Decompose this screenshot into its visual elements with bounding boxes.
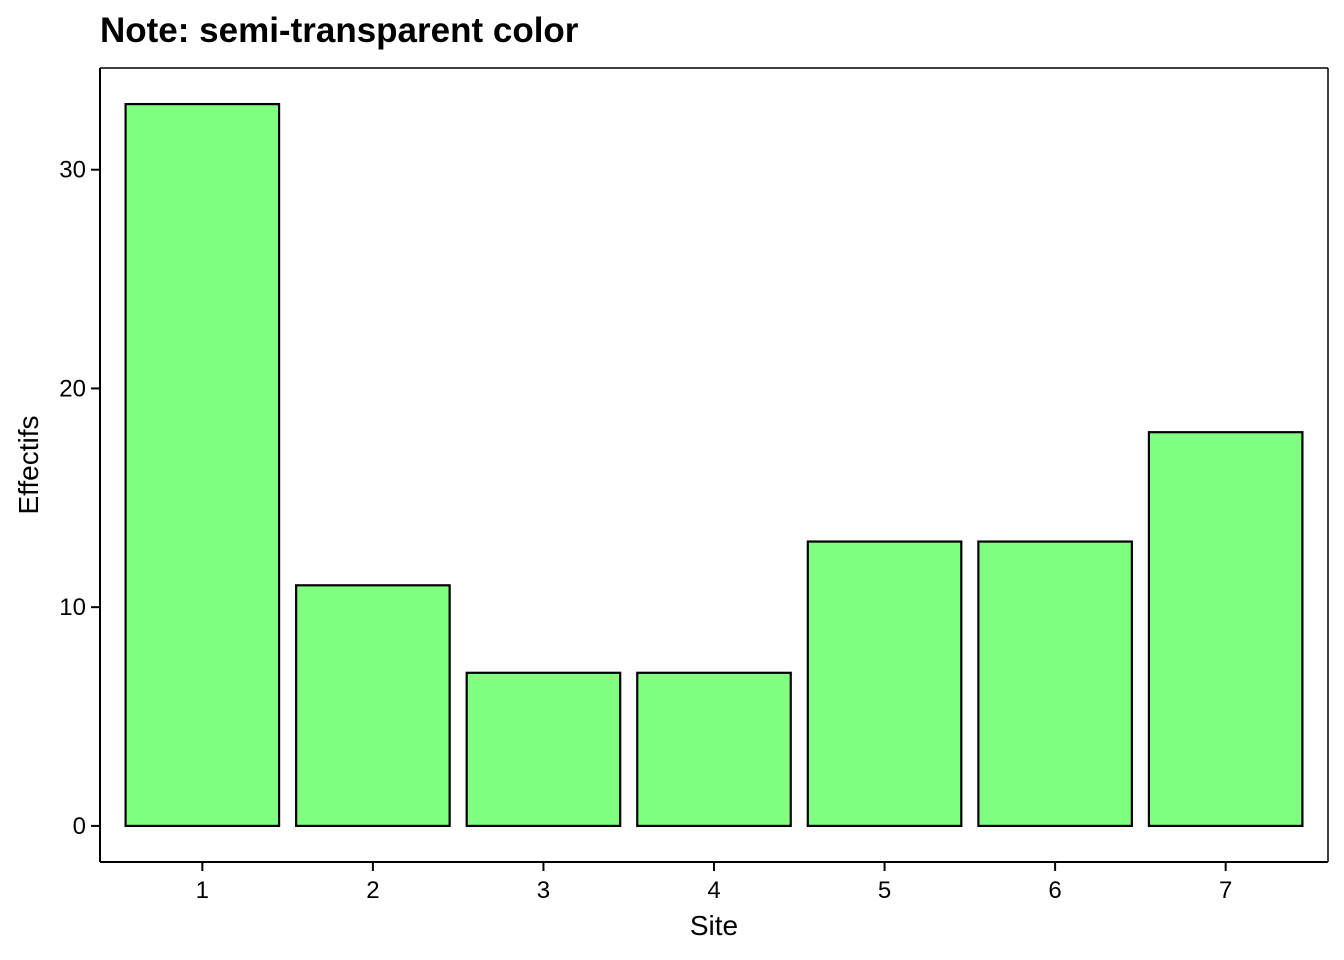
bar-site-1 <box>124 102 281 828</box>
y-tick-label: 20 <box>59 375 86 402</box>
chart-title: Note: semi-transparent color <box>100 11 579 50</box>
x-tick-label: 6 <box>1048 877 1061 904</box>
bar-site-6 <box>977 540 1133 828</box>
x-tick-label: 2 <box>366 877 379 904</box>
bar-site-3 <box>465 671 622 828</box>
x-tick-label: 4 <box>707 877 720 904</box>
bar-site-7 <box>1147 431 1304 828</box>
bar-site-2 <box>295 584 451 828</box>
y-axis-title: Effectifs <box>13 415 44 514</box>
x-axis-title: Site <box>690 910 738 941</box>
x-tick-label: 3 <box>537 877 550 904</box>
x-tick-label: 5 <box>878 877 891 904</box>
bar-site-5 <box>806 540 963 828</box>
y-tick-label: 10 <box>59 594 86 621</box>
y-tick-label: 0 <box>73 813 86 840</box>
y-tick-label: 30 <box>59 157 86 184</box>
x-tick-label: 1 <box>196 877 209 904</box>
bar-site-4 <box>636 671 792 828</box>
x-tick-label: 7 <box>1219 877 1232 904</box>
